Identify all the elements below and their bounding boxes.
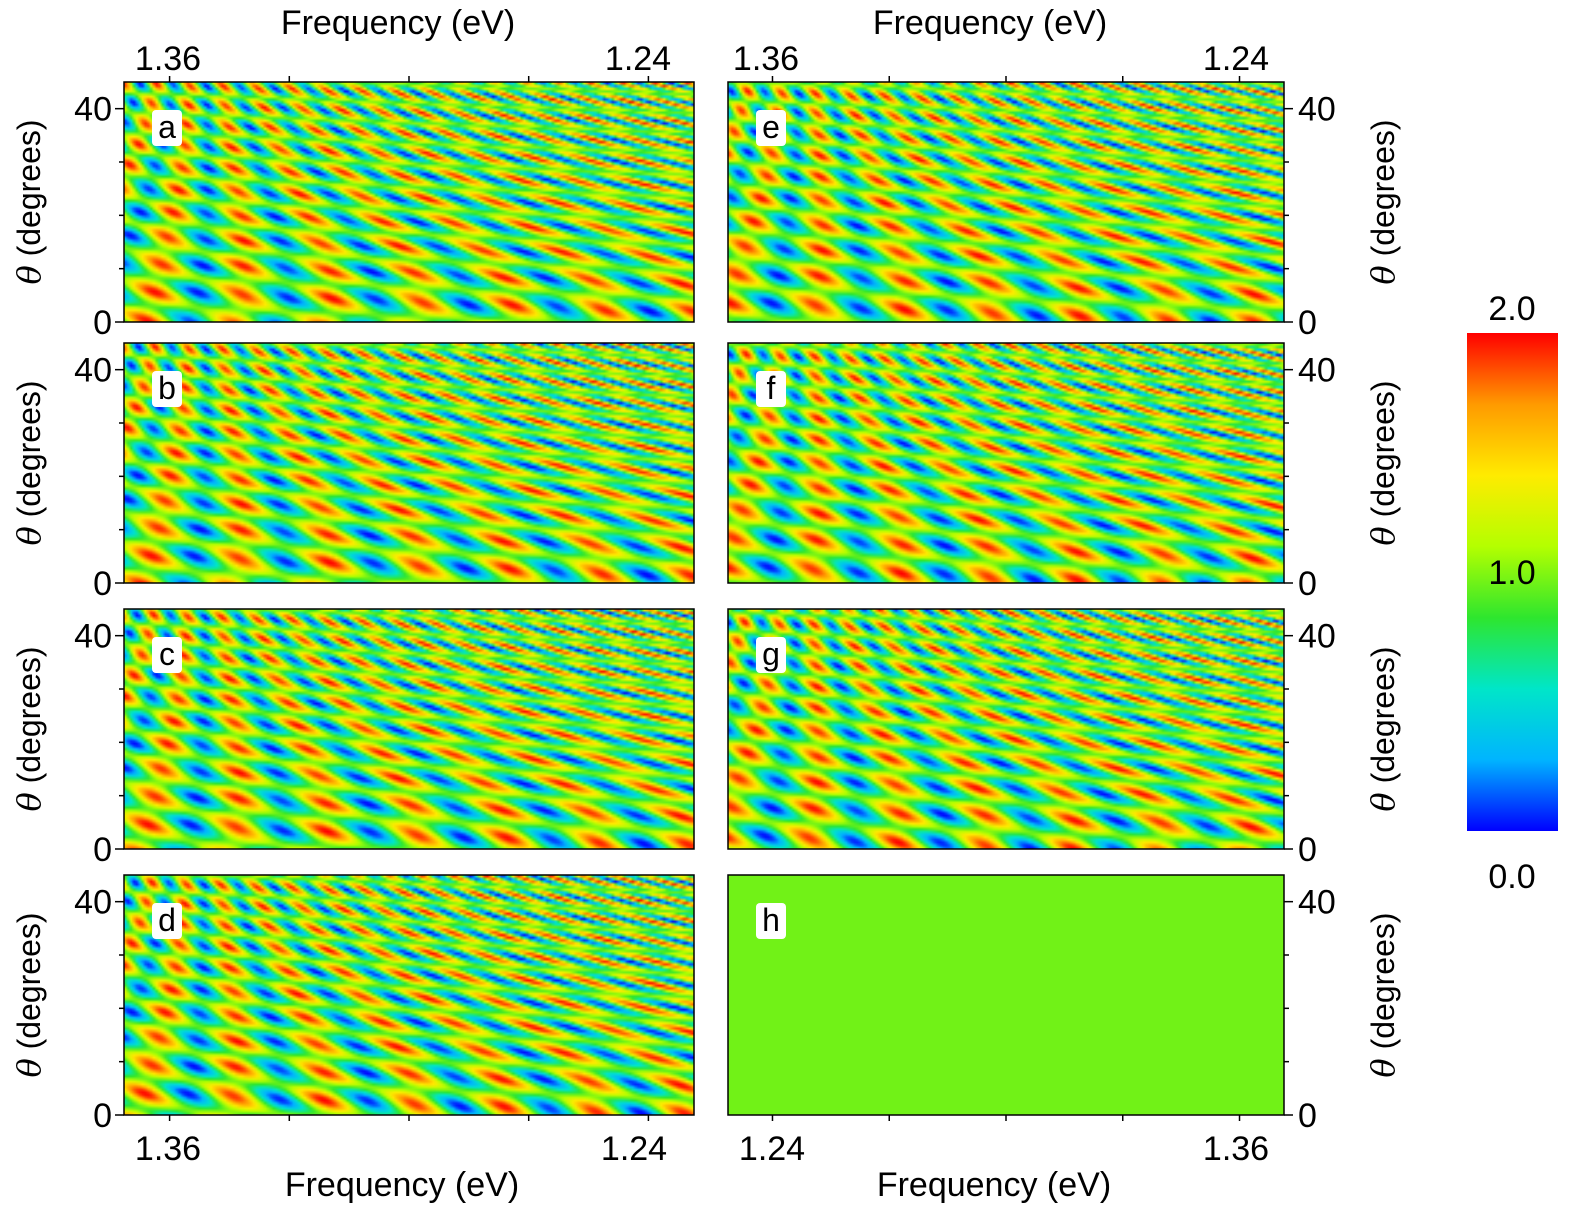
bottom-left-tick-1: 1.36 (135, 1130, 201, 1168)
panel-e-ytick-label: 40 (1298, 91, 1336, 129)
panel-b-label-bg (152, 371, 182, 407)
panel-h-ylabel: θ (degrees) (1364, 912, 1402, 1077)
panel-e-label-bg (756, 110, 786, 146)
bottom-right-tick-2: 1.36 (1203, 1130, 1269, 1168)
panel-g: 0 40 θ (degrees) g (727, 608, 1402, 869)
panel-d-ytick-label: 0 (93, 1097, 112, 1135)
panel-b-frame (123, 342, 695, 584)
panel-d-ytick-label: 40 (74, 884, 112, 922)
panel-e-heatmap (728, 82, 1284, 322)
panel-c-ylabel: θ (degrees) (10, 646, 48, 811)
panel-c-label: c (159, 636, 175, 672)
panel-c-ytick-label: 0 (93, 831, 112, 869)
panel-f-label-bg (756, 371, 786, 407)
colorbar-min-label: 0.0 (1488, 858, 1535, 896)
panel-f-label: f (767, 370, 776, 406)
panel-c-ytick-label: 40 (74, 618, 112, 656)
panel-d-heatmap (124, 875, 694, 1115)
colorbar-mid-label: 1.0 (1488, 554, 1535, 592)
bottom-left-tick-2: 1.24 (601, 1130, 667, 1168)
panel-b-ytick-label: 0 (93, 565, 112, 603)
panel-g-heatmap (728, 609, 1284, 849)
top-right-tick-1: 1.36 (733, 40, 799, 78)
panel-b-heatmap (124, 343, 694, 583)
panel-h: 0 40 θ (degrees) h (727, 874, 1402, 1135)
panel-f-ylabel: θ (degrees) (1364, 380, 1402, 545)
panel-d-ylabel: θ (degrees) (10, 912, 48, 1077)
panel-g-label-bg (756, 637, 786, 673)
colorbar-gradient (1467, 333, 1558, 831)
panel-g-ylabel: θ (degrees) (1364, 646, 1402, 811)
panel-h-label: h (762, 902, 780, 938)
panel-a-label-bg (152, 110, 182, 146)
panel-c-label-bg (152, 637, 182, 673)
panel-a-ylabel: θ (degrees) (10, 119, 48, 284)
bottom-right-tick-1: 1.24 (739, 1130, 805, 1168)
panel-g-ytick-label: 40 (1298, 618, 1336, 656)
panel-a-label: a (158, 109, 176, 145)
bottom-right-xlabel: Frequency (eV) (877, 1166, 1111, 1204)
panel-e-ytick-label: 0 (1298, 304, 1317, 342)
panel-c: 0 40 θ (degrees) c (10, 608, 695, 869)
panel-g-ytick-label: 0 (1298, 831, 1317, 869)
panel-f-heatmap (728, 343, 1284, 583)
top-left-tick-1: 1.36 (135, 40, 201, 78)
panels: 0 40 θ (degrees) a 0 40 θ (degrees) b 0 40 θ (degr… (10, 76, 1402, 1135)
panel-h-heatmap (728, 875, 1284, 1115)
top-left-tick-2: 1.24 (605, 40, 671, 78)
panel-a-ytick-label: 40 (74, 91, 112, 129)
panel-f-frame (727, 342, 1285, 584)
panel-a-ytick-label: 0 (93, 304, 112, 342)
panel-g-label: g (762, 636, 780, 672)
panel-c-frame (123, 608, 695, 850)
panel-e: 0 40 θ (degrees) e (727, 76, 1402, 342)
bottom-left-xlabel: Frequency (eV) (285, 1166, 519, 1204)
panel-d-label: d (158, 902, 176, 938)
colorbar-max-label: 2.0 (1488, 290, 1535, 328)
top-right-xlabel: Frequency (eV) (873, 4, 1107, 42)
panel-b-ytick-label: 40 (74, 352, 112, 390)
panel-d-label-bg (152, 903, 182, 939)
panel-f-ytick-label: 40 (1298, 352, 1336, 390)
panel-h-label-bg (756, 903, 786, 939)
panel-e-label: e (762, 109, 780, 145)
panel-c-heatmap (124, 609, 694, 849)
panel-b-label: b (158, 370, 176, 406)
panel-d: 0 40 θ (degrees) d (10, 874, 695, 1135)
panel-h-ytick-label: 0 (1298, 1097, 1317, 1135)
panel-f: 0 40 θ (degrees) f (727, 342, 1402, 603)
top-right-tick-2: 1.24 (1203, 40, 1269, 78)
panel-a-heatmap (124, 82, 694, 322)
panel-e-ylabel: θ (degrees) (1364, 119, 1402, 284)
top-left-xlabel: Frequency (eV) (281, 4, 515, 42)
panel-h-ytick-label: 40 (1298, 884, 1336, 922)
panel-b-ylabel: θ (degrees) (10, 380, 48, 545)
panel-a: 0 40 θ (degrees) a (10, 76, 695, 342)
panel-f-ytick-label: 0 (1298, 565, 1317, 603)
panel-b: 0 40 θ (degrees) b (10, 342, 695, 603)
colorbar: 2.0 1.0 0.0 (1467, 290, 1558, 896)
panel-g-frame (727, 608, 1285, 850)
